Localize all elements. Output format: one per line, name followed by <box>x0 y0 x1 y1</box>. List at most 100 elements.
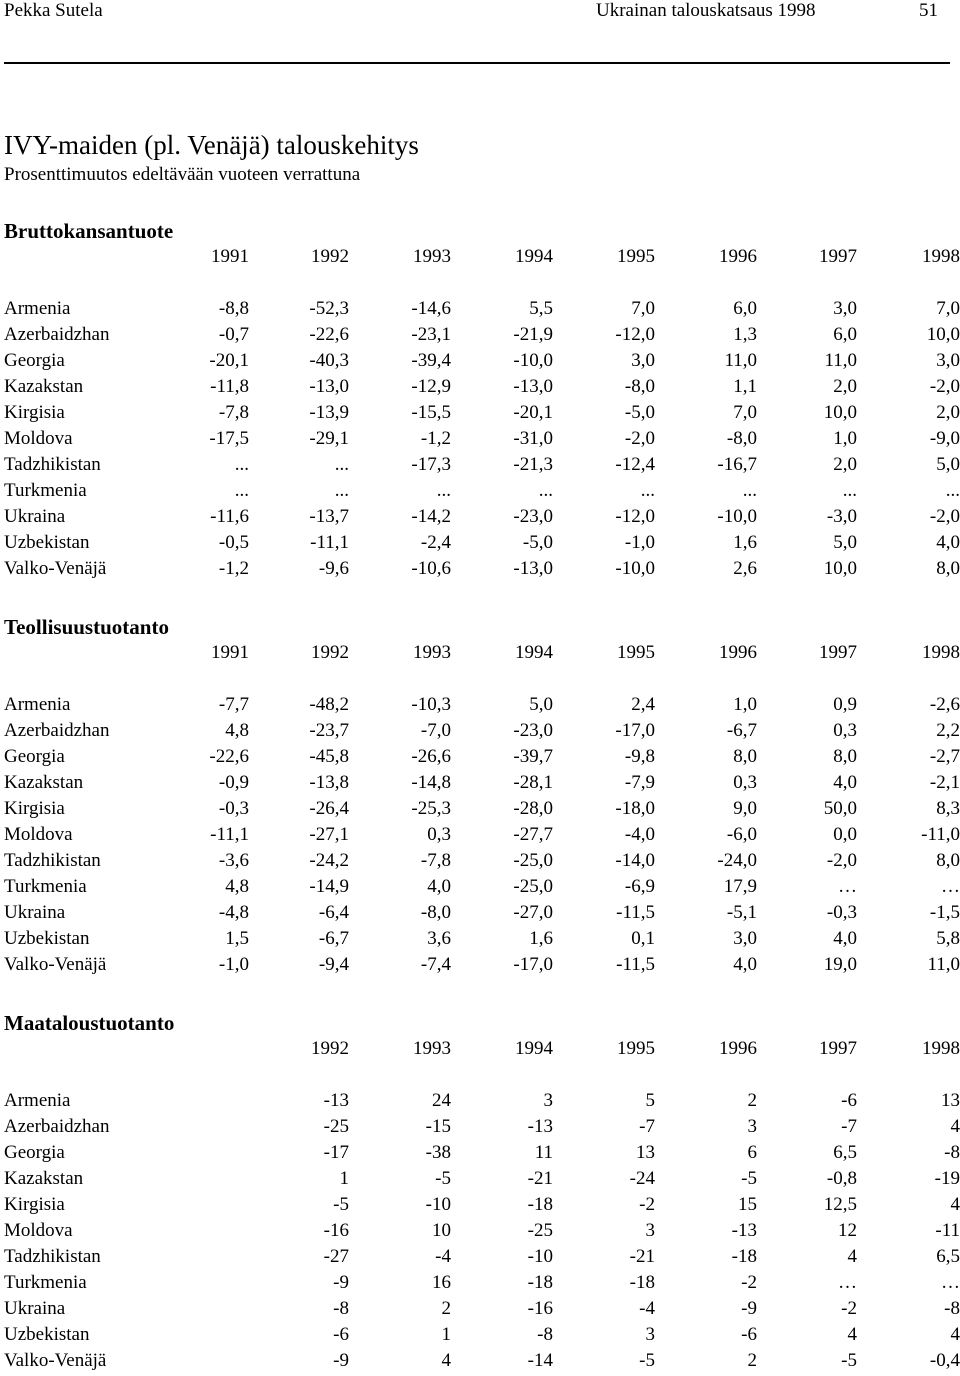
table-cell: ... <box>538 480 553 501</box>
page-subtitle: Prosenttimuutos edeltävään vuoteen verra… <box>4 164 361 185</box>
table-cell: -15,5 <box>411 402 451 423</box>
table-row: Kazakstan -0,9 -13,8 -14,8 -28,1 -7,9 0,3 4,0 -2… <box>0 772 960 798</box>
year-header: 1995 <box>617 1038 655 1059</box>
table-cell: 24 <box>432 1090 451 1111</box>
country-label: Moldova <box>4 824 73 845</box>
table-cell: 8,0 <box>733 746 757 767</box>
table-cell: -14,2 <box>411 506 451 527</box>
section-heading: Maataloustuotanto <box>4 1011 175 1035</box>
table-cell: -39,4 <box>411 350 451 371</box>
table-cell: 4 <box>441 1350 452 1371</box>
table-cell: 13 <box>941 1090 960 1111</box>
table-row: Kirgisia -0,3 -26,4 -25,3 -28,0 -18,0 9,0 50,0 8… <box>0 798 960 824</box>
table-cell: 3,0 <box>936 350 960 371</box>
table-cell: -17 <box>323 1142 349 1163</box>
table-cell: -28,1 <box>513 772 553 793</box>
table-cell: -13,0 <box>513 558 553 579</box>
table-cell: -25,0 <box>513 850 553 871</box>
table-cell: -5,1 <box>726 902 757 923</box>
table-cell: 3 <box>645 1220 656 1241</box>
table-cell: -25 <box>323 1116 349 1137</box>
country-label: Azerbaidzhan <box>4 324 110 345</box>
table-cell: -17,0 <box>615 720 655 741</box>
country-label: Azerbaidzhan <box>4 720 110 741</box>
table-row: Armenia -13 24 3 5 2 -6 13 <box>0 1090 960 1116</box>
table-cell: -8,0 <box>624 376 655 397</box>
table-cell: 5,0 <box>529 694 553 715</box>
table-cell: … <box>838 1272 857 1293</box>
table-cell: 4,0 <box>833 772 857 793</box>
table-row: Turkmenia........................ <box>0 480 960 506</box>
table-cell: -13,8 <box>309 772 349 793</box>
table-cell: -0,4 <box>929 1350 960 1371</box>
table-cell: -1,0 <box>218 954 249 975</box>
country-label: Armenia <box>4 298 71 319</box>
table-row: Tadzhikistan -3,6 -24,2 -7,8 -25,0 -14,0 -24,0… <box>0 850 960 876</box>
table-cell: 0,3 <box>427 824 451 845</box>
table-cell: 8,3 <box>936 798 960 819</box>
year-header-row: 1992 1993 1994 1995 1996 1997 1998 <box>0 1038 960 1064</box>
table-cell: -23,1 <box>411 324 451 345</box>
table-cell: -27,7 <box>513 824 553 845</box>
table-row: Valko-Venäjä -1,0 -9,4 -7,4 -17,0 -11,5 4,0 19,… <box>0 954 960 980</box>
table-cell: -10,3 <box>411 694 451 715</box>
table-cell: 1,0 <box>833 428 857 449</box>
year-header: 1996 <box>719 1038 757 1059</box>
table-cell: -18 <box>527 1272 553 1293</box>
table-cell: -20,1 <box>209 350 249 371</box>
table-cell: -10 <box>425 1194 451 1215</box>
table-cell: -7,8 <box>218 402 249 423</box>
table-row: Turkmenia -9 16 -18 -18 -2…… <box>0 1272 960 1298</box>
table-cell: 2 <box>747 1350 758 1371</box>
page-title: IVY-maiden (pl. Venäjä) talouskehitys <box>4 130 419 160</box>
country-label: Kirgisia <box>4 798 65 819</box>
table-cell: -11,6 <box>210 506 249 527</box>
table-cell: -10,0 <box>513 350 553 371</box>
table-cell: ... <box>742 480 757 501</box>
country-label: Armenia <box>4 694 71 715</box>
table-cell: -7,8 <box>420 850 451 871</box>
table-cell: -11,5 <box>616 902 655 923</box>
table-cell: -24,2 <box>309 850 349 871</box>
table-cell: -9,8 <box>624 746 655 767</box>
table-cell: -13,0 <box>513 376 553 397</box>
table-cell: -18 <box>731 1246 757 1267</box>
table-cell: -14,6 <box>411 298 451 319</box>
table-cell: 12 <box>838 1220 857 1241</box>
table-cell: -14,8 <box>411 772 451 793</box>
table-cell: 2,2 <box>936 720 960 741</box>
year-header-row: 1991 1992 1993 1994 1995 1996 1997 1998 <box>0 642 960 668</box>
table-cell: -14 <box>527 1350 553 1371</box>
table-cell: -8 <box>944 1298 960 1319</box>
table-cell: -27 <box>323 1246 349 1267</box>
table-cell: -8 <box>944 1142 960 1163</box>
table-row: Ukraina -11,6 -13,7 -14,2 -23,0 -12,0 -10,0 -3,… <box>0 506 960 532</box>
table-cell: 2,0 <box>936 402 960 423</box>
table-row: Kazakstan 1 -5 -21 -24 -5 -0,8 -19 <box>0 1168 960 1194</box>
table-cell: 4 <box>847 1324 858 1345</box>
table-cell: 1,1 <box>733 376 757 397</box>
country-label: Tadzhikistan <box>4 1246 101 1267</box>
table-cell: 5,0 <box>833 532 857 553</box>
table-cell: 0,3 <box>733 772 757 793</box>
table-cell: -7 <box>841 1116 857 1137</box>
country-label: Tadzhikistan <box>4 850 101 871</box>
table-cell: -7,0 <box>420 720 451 741</box>
table-cell: 15 <box>738 1194 757 1215</box>
table-cell: -13,0 <box>309 376 349 397</box>
table-cell: 8,0 <box>936 558 960 579</box>
country-label: Valko-Venäjä <box>4 1350 107 1371</box>
table-cell: -14,0 <box>615 850 655 871</box>
table-cell: 3 <box>747 1116 758 1137</box>
header-author: Pekka Sutela <box>4 0 103 21</box>
table-cell: 11,0 <box>824 350 857 371</box>
table-cell: 3,6 <box>427 928 451 949</box>
table-cell: -11,1 <box>210 824 249 845</box>
year-header: 1995 <box>617 642 655 663</box>
table-cell: -27,1 <box>309 824 349 845</box>
section-heading: Teollisuustuotanto <box>4 615 169 639</box>
table-cell: -26,6 <box>411 746 451 767</box>
table-row: Ukraina -4,8 -6,4 -8,0 -27,0 -11,5 -5,1 -0,3 -1,… <box>0 902 960 928</box>
year-header: 1991 <box>211 642 249 663</box>
table-cell: 3 <box>645 1324 656 1345</box>
